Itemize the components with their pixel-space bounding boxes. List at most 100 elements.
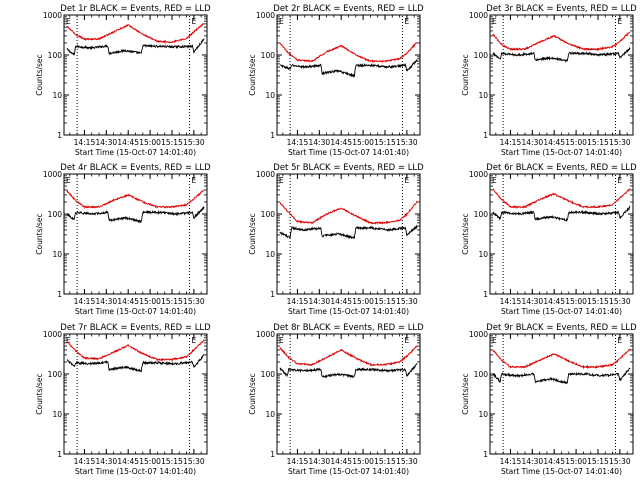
x-tick-label: 15:30	[609, 297, 631, 306]
x-tick-label: 15:30	[396, 138, 418, 147]
marker-label-left: E	[492, 17, 497, 26]
y-tick-label: 1000	[256, 330, 275, 339]
x-tick-label: 14:15	[74, 457, 96, 466]
x-tick-label: 14:45	[543, 138, 565, 147]
chart-title: Det 4r BLACK = Events, RED = LLD	[60, 163, 211, 173]
x-tick-label: 15:30	[609, 138, 631, 147]
chart-panel-8: Det 8r BLACK = Events, RED = LLD 1 10 100 10…	[248, 323, 424, 476]
x-tick-label: 15:30	[396, 457, 418, 466]
x-tick-label: 14:30	[309, 297, 331, 306]
x-axis-label: Start Time (15-Oct-07 14:01:40)	[501, 467, 622, 476]
y-tick-label: 1	[483, 131, 488, 140]
x-tick-label: 14:45	[543, 457, 565, 466]
marker-label-right: E	[191, 336, 196, 345]
marker-label-right: E	[191, 17, 196, 26]
x-tick-label: 14:15	[500, 297, 522, 306]
chart-panel-5: Det 5r BLACK = Events, RED = LLD 1 10 100 10…	[248, 163, 424, 316]
y-tick-label: 100	[48, 370, 63, 379]
events-series-line	[279, 224, 418, 240]
x-tick-label: 15:15	[374, 297, 396, 306]
y-tick-label: 1000	[256, 170, 275, 179]
plot-frame	[276, 14, 421, 136]
y-tick-label: 1	[270, 131, 275, 140]
y-axis-label: Counts/sec	[461, 373, 470, 414]
chart-title: Det 8r BLACK = Events, RED = LLD	[273, 323, 424, 333]
lld-series-line	[279, 345, 418, 367]
x-tick-label: 14:45	[543, 297, 565, 306]
y-tick-label: 100	[261, 51, 276, 60]
y-tick-label: 1000	[43, 330, 62, 339]
y-tick-label: 1000	[469, 170, 488, 179]
y-axis-label: Counts/sec	[35, 373, 44, 414]
x-tick-label: 15:15	[161, 138, 183, 147]
x-tick-label: 14:15	[287, 297, 309, 306]
y-axis-label: Counts/sec	[35, 54, 44, 95]
y-tick-label: 100	[474, 210, 489, 219]
y-tick-label: 1000	[43, 170, 62, 179]
x-tick-label: 14:45	[330, 138, 352, 147]
marker-label-right: E	[191, 176, 196, 185]
x-tick-label: 15:30	[183, 138, 205, 147]
marker-label-right: E	[617, 176, 622, 185]
x-tick-label: 15:00	[352, 138, 374, 147]
plot-frame	[63, 14, 208, 136]
marker-label-right: E	[404, 336, 409, 345]
x-tick-label: 14:15	[74, 138, 96, 147]
x-tick-label: 14:15	[287, 138, 309, 147]
x-tick-label: 15:00	[565, 457, 587, 466]
y-axis-label: Counts/sec	[461, 213, 470, 254]
chart-title: Det 7r BLACK = Events, RED = LLD	[60, 323, 211, 333]
marker-label-left: E	[279, 176, 284, 185]
events-series-line	[279, 59, 418, 78]
y-tick-label: 1	[270, 450, 275, 459]
marker-label-left: E	[492, 336, 497, 345]
y-axis-label: Counts/sec	[248, 373, 257, 414]
y-tick-label: 10	[265, 250, 275, 259]
chart-panel-3: Det 3r BLACK = Events, RED = LLD 1 10 100 10…	[461, 4, 637, 157]
x-tick-label: 14:30	[309, 138, 331, 147]
y-tick-label: 100	[261, 370, 276, 379]
plot-frame	[276, 173, 421, 295]
x-axis-label: Start Time (15-Oct-07 14:01:40)	[75, 307, 196, 316]
lld-series-line	[66, 339, 205, 362]
marker-label-right: E	[617, 17, 622, 26]
y-tick-label: 1	[483, 290, 488, 299]
y-tick-label: 100	[474, 51, 489, 60]
x-axis-label: Start Time (15-Oct-07 14:01:40)	[75, 148, 196, 157]
x-tick-label: 14:45	[330, 457, 352, 466]
marker-label-left: E	[279, 17, 284, 26]
x-tick-label: 15:00	[139, 297, 161, 306]
y-axis-label: Counts/sec	[35, 213, 44, 254]
marker-label-left: E	[66, 336, 71, 345]
chart-title: Det 1r BLACK = Events, RED = LLD	[60, 4, 211, 14]
chart-panel-7: Det 7r BLACK = Events, RED = LLD 1 10 100 10…	[35, 323, 211, 476]
x-axis-label: Start Time (15-Oct-07 14:01:40)	[288, 148, 409, 157]
marker-label-left: E	[279, 336, 284, 345]
x-tick-label: 14:15	[74, 297, 96, 306]
x-tick-label: 15:30	[396, 297, 418, 306]
x-tick-label: 14:30	[522, 297, 544, 306]
lld-series-line	[492, 31, 631, 52]
x-axis-label: Start Time (15-Oct-07 14:01:40)	[288, 307, 409, 316]
marker-label-right: E	[617, 336, 622, 345]
y-tick-label: 10	[52, 91, 62, 100]
x-axis-label: Start Time (15-Oct-07 14:01:40)	[501, 148, 622, 157]
events-series-line	[492, 205, 631, 222]
x-tick-label: 14:45	[117, 297, 139, 306]
marker-label-right: E	[404, 176, 409, 185]
chart-title: Det 3r BLACK = Events, RED = LLD	[486, 4, 637, 14]
plot-frame	[63, 333, 208, 455]
chart-title: Det 9r BLACK = Events, RED = LLD	[486, 323, 637, 333]
chart-panel-6: Det 6r BLACK = Events, RED = LLD 1 10 100 10…	[461, 163, 637, 316]
x-tick-label: 15:15	[161, 457, 183, 466]
y-tick-label: 10	[52, 250, 62, 259]
x-tick-label: 14:30	[96, 297, 118, 306]
x-tick-label: 15:00	[352, 457, 374, 466]
x-tick-label: 14:15	[500, 138, 522, 147]
x-tick-label: 15:15	[587, 297, 609, 306]
y-tick-label: 1	[57, 290, 62, 299]
y-axis-label: Counts/sec	[248, 213, 257, 254]
x-tick-label: 14:30	[96, 138, 118, 147]
marker-label-left: E	[66, 17, 71, 26]
